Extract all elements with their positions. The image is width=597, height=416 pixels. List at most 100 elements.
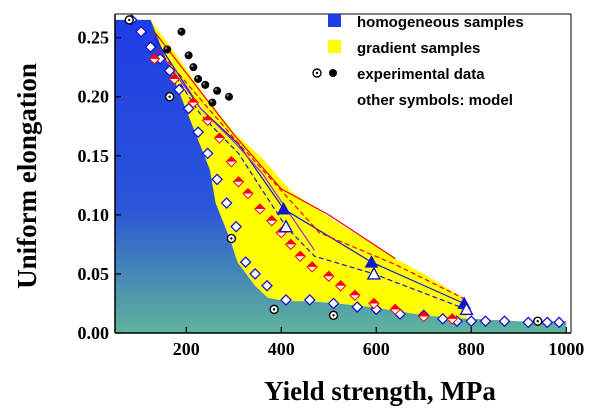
diamond-open-marker (465, 315, 478, 328)
triangle-filled-marker (364, 255, 379, 268)
circle-highlight (214, 88, 218, 91)
diamond-open-marker (553, 316, 566, 329)
circle-dot (128, 18, 131, 22)
diamond-open-marker (173, 83, 186, 96)
diamond-open-marker (498, 315, 511, 328)
y-tick-label: 0.05 (78, 264, 110, 284)
circle-filled-marker (225, 92, 233, 101)
triangle-open-marker (278, 219, 294, 233)
diamond-half-fill (202, 115, 213, 121)
diamond-half-fill (368, 298, 379, 304)
circle-highlight (164, 47, 168, 50)
diamond-open-marker (135, 25, 148, 38)
diamond-half-fill (307, 261, 318, 267)
legend-blue-square (328, 14, 341, 27)
x-tick-label: 800 (458, 339, 485, 359)
y-tick-label: 0.00 (78, 323, 110, 343)
diamond-half-fill (447, 313, 458, 319)
diamond-half-fill (418, 311, 429, 317)
circle-filled-marker (208, 98, 217, 107)
legend-label: homogeneous samples (357, 14, 524, 31)
circle-dot (332, 314, 335, 317)
diamond-half-fill (254, 203, 265, 209)
model-line-blue (153, 37, 465, 305)
diamond-half-fill (188, 97, 199, 103)
diamond-open-marker (192, 126, 205, 139)
legend-open-circle-dot (315, 71, 319, 75)
diamond-open-marker (249, 268, 262, 280)
circle-highlight (202, 82, 206, 85)
diamond-open-marker (211, 173, 224, 186)
y-axis-title: Uniform elongation (12, 63, 42, 289)
diamond-half-fill (149, 53, 160, 59)
circle-highlight (186, 52, 189, 56)
circle-highlight (179, 29, 182, 32)
data-markers (124, 13, 566, 329)
diamond-half-fill (226, 156, 237, 162)
triangle-open-marker (459, 301, 474, 316)
legend-label: experimental data (357, 66, 485, 83)
diamond-open-marker (239, 256, 252, 269)
circle-highlight (190, 64, 194, 68)
gradient-region (150, 19, 467, 319)
legend-label: other symbols: model (357, 92, 513, 109)
circle-filled-marker (184, 51, 193, 60)
circle-filled-marker (201, 80, 210, 89)
x-axis-title: Yield strength, MPa (264, 376, 496, 406)
circle-filled-marker (177, 27, 186, 36)
y-tick-label: 0.10 (78, 205, 110, 225)
diamond-half-fill (349, 290, 360, 296)
diamond-open-marker (280, 293, 292, 306)
homogeneous-region (115, 19, 567, 334)
diamond-half-fill (390, 304, 401, 310)
model-line-purple (157, 49, 315, 251)
circle-highlight (195, 76, 199, 79)
circle-filled-marker (194, 74, 203, 83)
diamond-open-marker (351, 301, 364, 313)
diamond-half-fill (169, 73, 180, 79)
circle-highlight (209, 100, 213, 103)
diamond-open-marker (541, 316, 554, 329)
diamond-open-marker (163, 64, 176, 77)
diamond-open-marker (479, 315, 492, 328)
diamond-open-marker (436, 312, 449, 325)
x-tick-label: 400 (268, 339, 295, 359)
model-line-red-dashed (157, 49, 467, 301)
diamond-half-fill (295, 251, 306, 257)
diamond-open-marker (201, 147, 214, 160)
circle-dot (168, 95, 171, 98)
x-tick-label: 200 (173, 339, 200, 359)
triangle-open-marker (366, 266, 382, 280)
circle-dot (536, 319, 539, 323)
diamond-half-fill (285, 239, 296, 245)
diamond-half-fill (243, 188, 253, 194)
legend-label: gradient samples (357, 40, 480, 57)
model-line-red (153, 31, 396, 260)
diamond-half-fill (323, 271, 334, 277)
diamond-open-marker (303, 293, 316, 306)
y-tick-label: 0.20 (78, 87, 110, 107)
diamond-half-fill (214, 133, 225, 139)
circle-filled-marker (163, 45, 172, 54)
circle-highlight (226, 94, 229, 97)
legend: homogeneous samples gradient samples exper… (312, 14, 524, 109)
circle-filled-marker (189, 63, 198, 72)
circle-dot (272, 308, 276, 311)
y-tick-label: 0.25 (78, 28, 110, 48)
diamond-open-marker (522, 316, 535, 329)
tick-labels: 200 400 600 800 1000 0.00 0.05 0.10 0.15 0.20 0.25 (78, 28, 585, 359)
diamond-open-marker (230, 220, 243, 233)
x-tick-label: 1000 (548, 339, 584, 359)
diamond-open-marker (220, 197, 233, 209)
diamond-half-fill (266, 215, 277, 221)
diamond-half-fill (335, 280, 346, 286)
x-tick-label: 600 (363, 339, 390, 359)
circle-dot (230, 237, 233, 240)
y-tick-label: 0.15 (78, 146, 110, 166)
diamond-half-fill (233, 176, 244, 182)
shaded-regions (115, 19, 567, 334)
legend-yellow-square (328, 40, 341, 53)
legend-filled-circle (329, 69, 337, 77)
diamond-open-marker (144, 41, 157, 54)
